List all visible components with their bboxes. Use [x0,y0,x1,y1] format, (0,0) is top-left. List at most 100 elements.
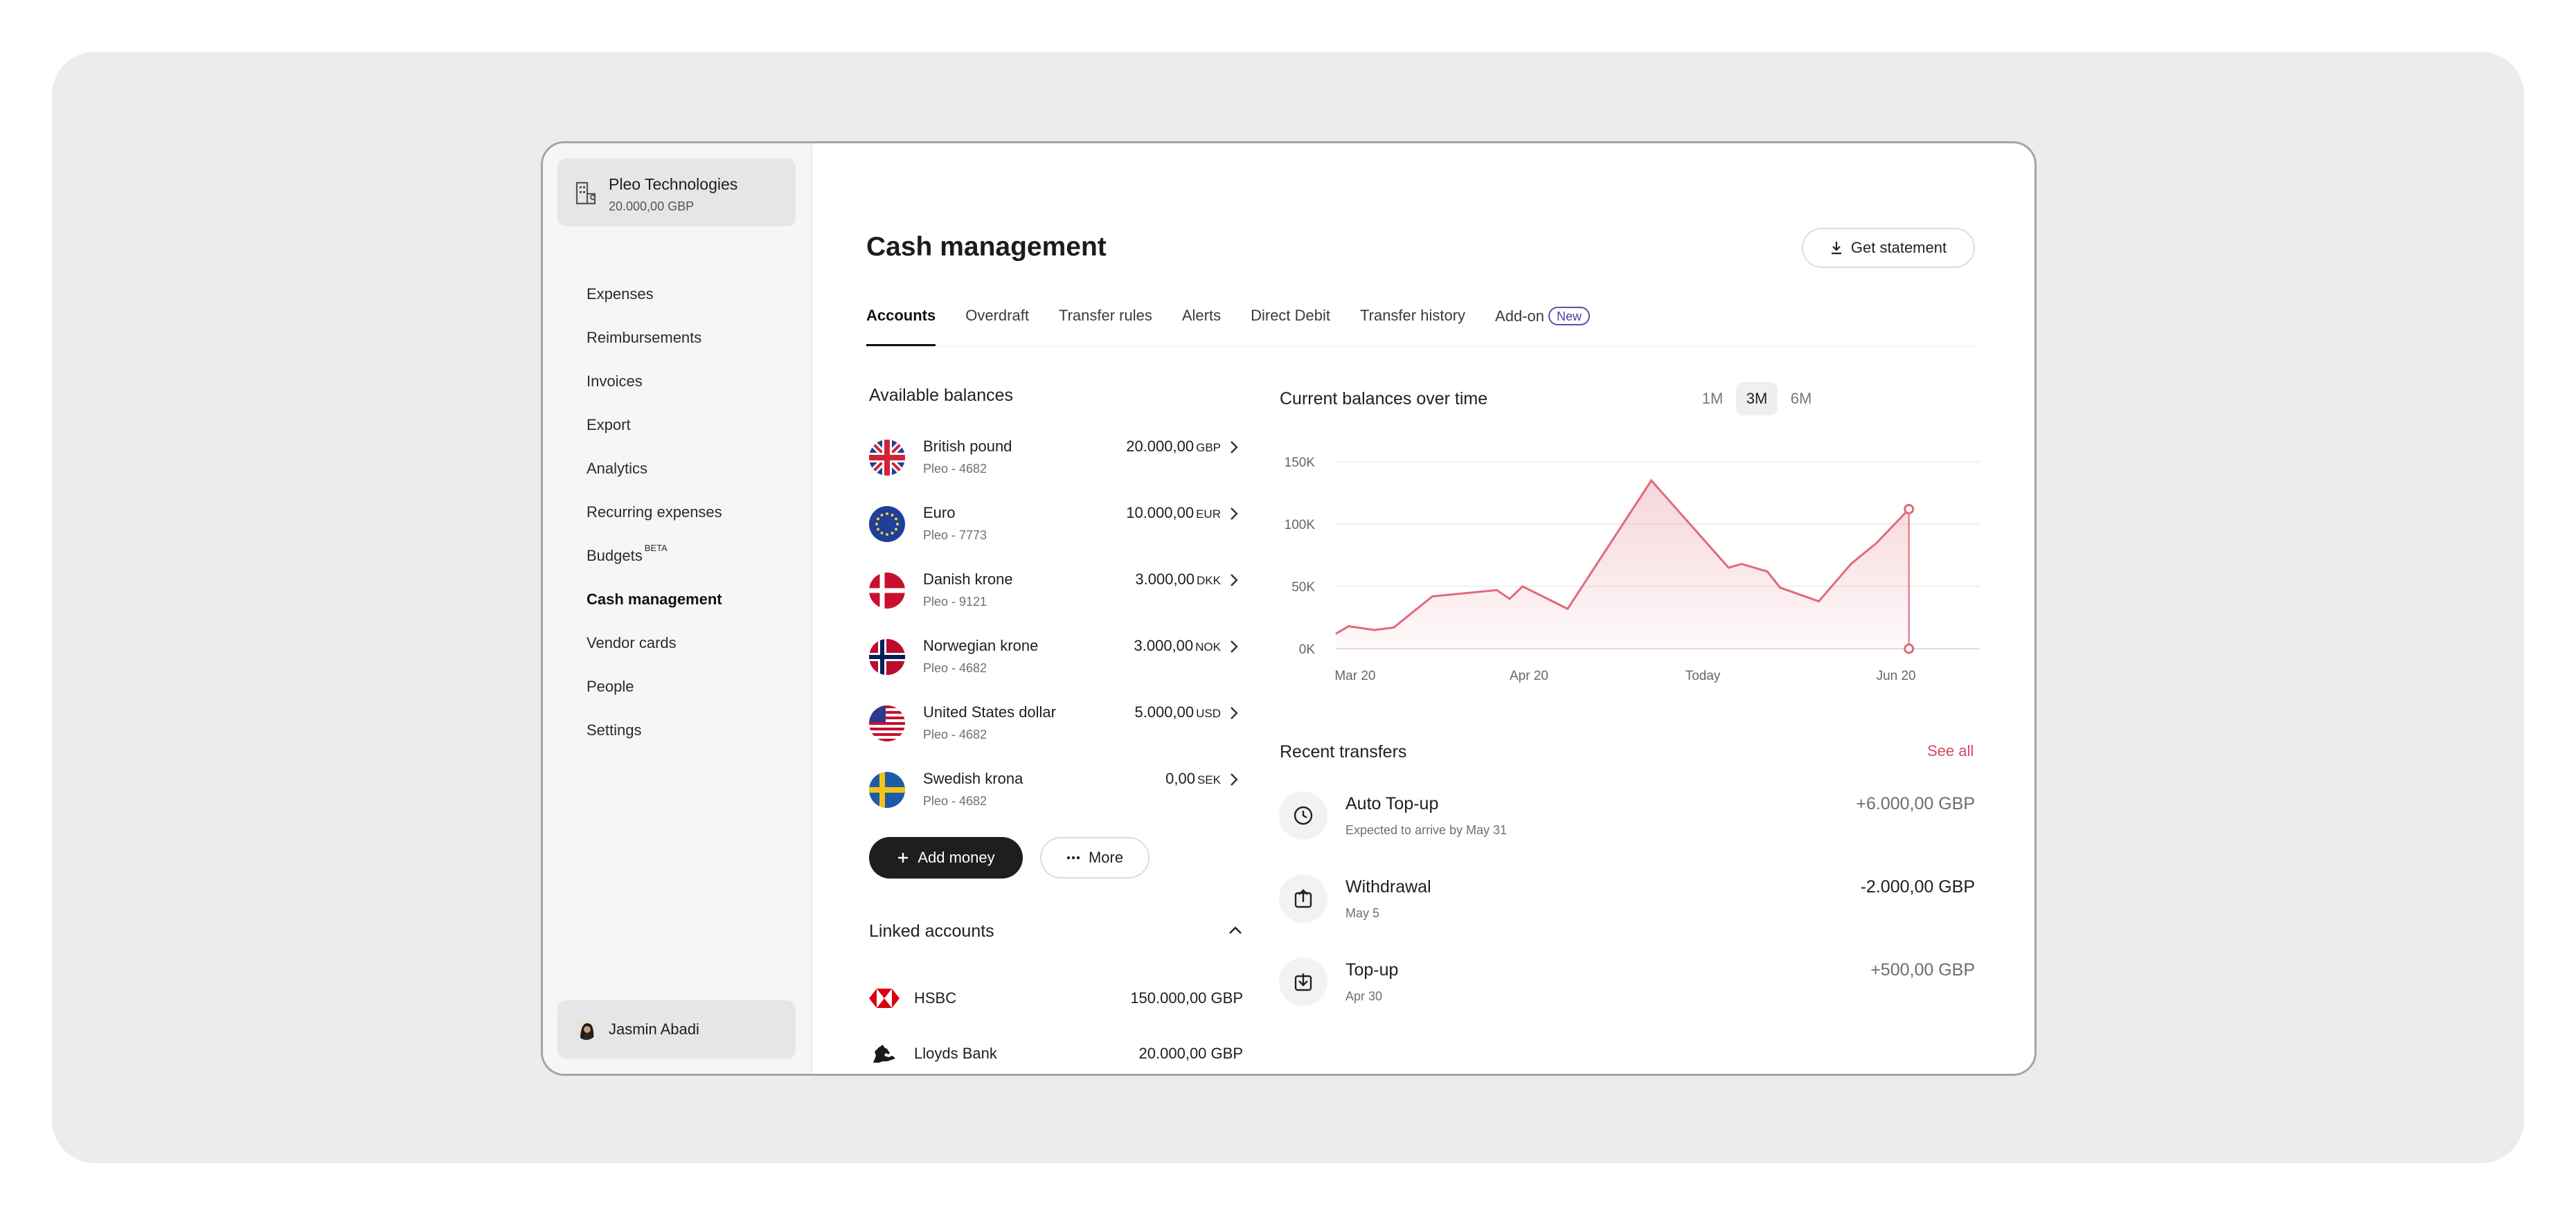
sidebar-item-budgets[interactable]: Budgets BETA [587,543,722,591]
transfer-amount: +500,00 GBP [1870,960,1975,980]
linked-account-row-hsbc[interactable]: HSBC 150.000,00 GBP [869,985,1243,1020]
currency-code: SEK [1197,773,1221,786]
lloyds-horse-icon [873,1045,895,1063]
transfer-row-withdrawal[interactable]: Withdrawal May 5 -2.000,00 GBP [1279,874,1975,944]
uk-flag-icon [869,440,905,476]
add-money-button[interactable]: Add money [869,837,1023,879]
transfer-subtitle: May 5 [1345,906,1380,920]
account-number: Pleo - 4682 [923,728,987,741]
currency-name: Danish krone [923,570,1013,588]
sidebar-item-analytics[interactable]: Analytics [587,460,648,477]
tab-bar: Accounts Overdraft Transfer rules Alerts… [866,307,1620,347]
org-balance: 20.000,00 GBP [609,199,695,213]
upload-icon [1279,874,1327,923]
transfer-amount: +6.000,00 GBP [1856,794,1975,813]
transfer-title: Top-up [1345,960,1399,980]
currency-code: USD [1196,707,1221,720]
linked-account-row-lloyds[interactable]: Lloyds Bank 20.000,00 GBP [869,1041,1243,1074]
balance-value: 0,00 [1165,770,1195,787]
currency-code: EUR [1196,507,1221,521]
transfer-row-top-up[interactable]: Top-up Apr 30 +500,00 GBP [1279,957,1975,1027]
currency-code: DKK [1197,574,1221,587]
balance-row-usd[interactable]: United States dollar Pleo - 4682 5.000,0… [869,700,1243,755]
download-icon [1831,242,1841,255]
account-number: Pleo - 4682 [923,794,987,808]
more-button[interactable]: More [1040,837,1150,879]
chevron-right-icon [1231,640,1238,653]
bank-balance: 20.000,00 GBP [1138,1045,1243,1062]
chart-x-tick-label: Apr 20 [1510,669,1548,683]
balance-row-dkk[interactable]: Danish krone Pleo - 9121 3.000,00 DKK [869,567,1243,622]
currency-name: Euro [923,504,956,521]
sidebar-item-expenses[interactable]: Expenses [587,285,654,303]
chart-x-tick-label: Mar 20 [1334,669,1375,683]
balance-row-nok[interactable]: Norwegian krone Pleo - 4682 3.000,00 NOK [869,633,1243,689]
clock-icon [1279,791,1327,840]
balance-amount: 20.000,00 GBP [1126,438,1221,456]
range-1m-button[interactable]: 1M [1701,390,1724,407]
sidebar-item-invoices[interactable]: Invoices [587,372,643,390]
sidebar-item-reimbursements[interactable]: Reimbursements [587,329,702,346]
sidebar-item-budgets-label: Budgets [587,547,643,564]
balance-amount: 5.000,00 USD [1134,703,1221,721]
eu-flag-icon [869,506,905,542]
range-6m-button[interactable]: 6M [1790,390,1812,407]
currency-code: GBP [1196,441,1221,454]
account-number: Pleo - 9121 [923,595,987,609]
bank-name: Lloyds Bank [914,1045,997,1062]
chart-x-tick-label: Today [1685,669,1721,683]
bank-balance: 150.000,00 GBP [1130,989,1243,1007]
currency-name: Swedish krona [923,770,1023,787]
chart-title: Current balances over time [1280,389,1488,408]
get-statement-button[interactable]: Get statement [1802,228,1975,268]
tab-transfer-history[interactable]: Transfer history [1360,307,1466,324]
plus-icon [898,853,909,863]
tabs-divider [866,346,1975,347]
more-label: More [1088,849,1124,866]
balance-value: 5.000,00 [1134,703,1195,721]
user-menu[interactable]: Jasmin Abadi [557,1000,796,1059]
see-all-link[interactable]: See all [1927,742,1974,759]
tab-alerts[interactable]: Alerts [1181,307,1222,324]
transfer-row-auto-top-up[interactable]: Auto Top-up Expected to arrive by May 31… [1279,791,1975,861]
balance-amount: 3.000,00 DKK [1135,570,1221,588]
currency-name: United States dollar [923,703,1056,721]
tab-add-on[interactable]: Add-on New [1495,307,1590,347]
download-icon [1279,957,1327,1006]
se-flag-icon [869,772,905,808]
sidebar-item-export[interactable]: Export [587,416,631,433]
sidebar-item-settings[interactable]: Settings [587,721,642,739]
chart-marker [1904,503,1915,514]
transfer-subtitle: Expected to arrive by May 31 [1345,823,1508,837]
chart-y-tick-label: 0K [1299,642,1316,657]
linked-accounts-title: Linked accounts [869,921,994,941]
more-dots-icon [1066,856,1080,860]
balance-row-gbp[interactable]: British pound Pleo - 4682 20.000,00 GBP [869,434,1243,489]
balance-row-sek[interactable]: Swedish krona Pleo - 4682 0,00 SEK [869,766,1243,822]
balance-value: 3.000,00 [1134,637,1194,654]
chevron-right-icon [1231,507,1238,520]
tab-transfer-rules[interactable]: Transfer rules [1058,307,1152,324]
account-number: Pleo - 4682 [923,661,987,675]
sidebar-item-cash-management[interactable]: Cash management [587,591,722,608]
tab-direct-debit[interactable]: Direct Debit [1251,307,1331,324]
range-selector: 1M 3M 6M [1692,382,1822,415]
balance-amount: 10.000,00 EUR [1126,504,1221,522]
tab-overdraft[interactable]: Overdraft [965,307,1029,324]
transfer-amount: -2.000,00 GBP [1860,877,1975,897]
org-switcher[interactable]: Pleo Technologies 20.000,00 GBP [557,159,796,226]
sidebar-item-people[interactable]: People [587,678,634,695]
sidebar-item-vendor-cards[interactable]: Vendor cards [587,634,677,651]
recent-transfers-title: Recent transfers [1280,742,1407,762]
sidebar-item-recurring-expenses[interactable]: Recurring expenses [587,503,722,521]
avatar [576,1019,597,1040]
chevron-up-icon[interactable] [1228,926,1243,935]
account-number: Pleo - 7773 [923,528,987,542]
balance-row-eur[interactable]: Euro Pleo - 7773 10.000,00 EUR [869,501,1243,556]
range-3m-button[interactable]: 3M [1736,382,1778,415]
available-balances-title: Available balances [869,386,1014,405]
new-badge: New [1548,307,1590,325]
balance-value: 10.000,00 [1126,504,1195,521]
tab-accounts[interactable]: Accounts [866,307,936,347]
chart-area-fill [1336,480,1909,649]
